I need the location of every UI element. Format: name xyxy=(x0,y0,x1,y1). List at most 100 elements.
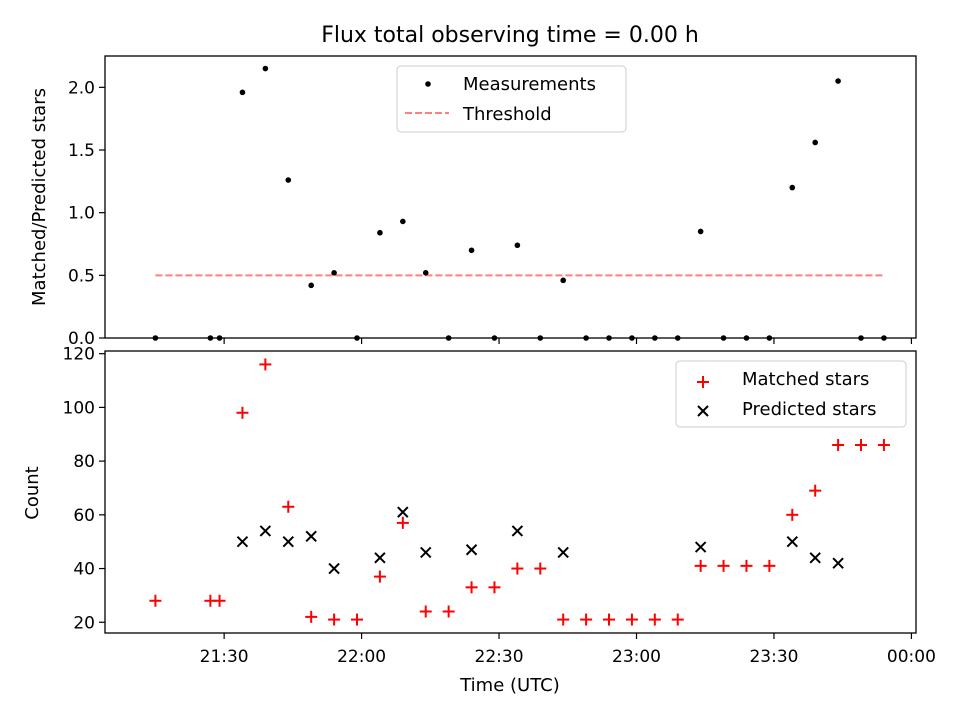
x-tick-label: 23:00 xyxy=(612,647,661,667)
x-tick-label: 00:00 xyxy=(887,647,936,667)
predicted-star-point xyxy=(328,562,340,575)
x-tick-label: 22:00 xyxy=(337,647,386,667)
x-tick-label: 23:30 xyxy=(749,647,798,667)
predicted-star-point xyxy=(236,535,249,548)
x-tick-label: 21:30 xyxy=(200,647,249,667)
predicted-star-point xyxy=(809,552,821,564)
measurement-point xyxy=(239,89,246,96)
predicted-star-point xyxy=(259,525,272,537)
legend-label-threshold: Threshold xyxy=(462,104,552,125)
matched-star-point xyxy=(305,610,318,623)
measurement-point xyxy=(835,78,841,84)
matched-star-point xyxy=(648,613,661,626)
measurement-point xyxy=(697,228,704,235)
predicted-star-point xyxy=(397,506,409,518)
top-y-tick-label: 0.5 xyxy=(68,266,95,286)
matched-star-point xyxy=(717,559,730,572)
bottom-x-ticks: 21:30 22:00 22:30 23:00 23:30 00:00 xyxy=(200,633,936,667)
bottom-y-tick-label: 120 xyxy=(63,345,95,365)
predicted-star-point xyxy=(465,544,478,556)
bottom-y-tick-label: 60 xyxy=(73,506,95,526)
legend-marker-matched xyxy=(697,376,709,388)
bottom-legend: Matched stars Predicted stars xyxy=(675,360,907,428)
top-y-tick-label: 1.0 xyxy=(68,204,95,224)
matched-star-point xyxy=(786,508,799,521)
top-legend-box xyxy=(396,65,627,133)
matched-star-point xyxy=(442,605,455,618)
bottom-axes-frame xyxy=(104,350,917,634)
bottom-y-ticks: 20 40 60 80 100 120 xyxy=(63,345,105,633)
matched-star-point xyxy=(809,484,822,497)
measurement-point xyxy=(789,184,796,191)
measurement-point xyxy=(308,282,314,289)
predicted-star-point xyxy=(786,535,798,548)
predicted-star-point xyxy=(282,535,294,548)
matched-star-point xyxy=(351,613,364,626)
bottom-plot-marks xyxy=(149,358,890,626)
matched-star-point xyxy=(328,613,341,626)
bottom-legend-box xyxy=(675,360,907,428)
measurement-point xyxy=(468,247,475,254)
top-y-tick-label: 0.0 xyxy=(68,329,95,349)
matched-star-point xyxy=(671,613,684,626)
matched-star-point xyxy=(213,594,226,607)
measurement-point xyxy=(331,270,337,276)
matched-star-point xyxy=(855,439,868,451)
bottom-y-tick-label: 20 xyxy=(73,613,95,633)
measurement-point xyxy=(285,177,292,183)
measurement-point xyxy=(560,277,566,284)
matched-star-point xyxy=(396,516,409,529)
matched-star-point xyxy=(511,562,524,575)
predicted-star-point xyxy=(511,525,524,537)
legend-marker-measurements xyxy=(425,81,431,87)
top-y-axis-label: Matched/Predicted stars xyxy=(29,88,50,306)
matched-star-point xyxy=(149,594,162,607)
top-y-tick-label: 1.5 xyxy=(68,141,95,161)
bottom-y-tick-label: 80 xyxy=(73,452,95,472)
measurement-point xyxy=(514,242,521,249)
measurement-point xyxy=(812,139,818,146)
matched-star-point xyxy=(419,605,432,618)
measurement-point xyxy=(422,270,429,276)
matched-star-point xyxy=(236,406,249,419)
matched-star-point xyxy=(877,439,890,451)
predicted-star-point xyxy=(694,541,707,553)
matched-star-point xyxy=(625,613,638,626)
top-y-ticks: 0.0 0.5 1.0 1.5 2.0 xyxy=(68,78,105,349)
matched-star-point xyxy=(488,581,501,594)
bottom-y-axis-label: Count xyxy=(22,466,43,519)
top-plot-marks xyxy=(152,65,887,341)
top-legend: Measurements Threshold xyxy=(396,65,627,133)
predicted-star-point xyxy=(557,546,569,559)
matched-star-point xyxy=(832,439,845,451)
matched-star-point xyxy=(465,581,478,594)
matched-star-point xyxy=(259,358,272,371)
matched-star-point xyxy=(534,562,547,575)
matched-star-point xyxy=(557,613,570,626)
measurement-point xyxy=(377,229,383,236)
x-tick-label: 22:30 xyxy=(475,647,524,667)
matched-star-point xyxy=(580,613,593,626)
top-axes-frame xyxy=(104,55,917,339)
legend-label-matched: Matched stars xyxy=(742,369,869,390)
chart-title: Flux total observing time = 0.00 h xyxy=(321,23,699,48)
matched-star-point xyxy=(694,559,707,572)
predicted-star-point xyxy=(305,530,317,543)
measurement-point xyxy=(400,218,406,225)
top-y-tick-label: 2.0 xyxy=(68,78,95,98)
predicted-star-point xyxy=(420,546,432,559)
predicted-star-point xyxy=(374,552,386,564)
top-x-ticks xyxy=(223,338,913,344)
bottom-axes: 20 40 60 80 100 120 21:30 22:00 22:30 23:00 23:30… xyxy=(22,345,936,696)
legend-marker-predicted xyxy=(697,405,709,417)
matched-star-point xyxy=(282,500,295,513)
top-axes: 0.00.51.01.52.0 Matched/Predicted stars … xyxy=(29,55,917,349)
legend-label-predicted: Predicted stars xyxy=(742,399,876,420)
legend-label-measurements: Measurements xyxy=(463,74,596,95)
matched-star-point xyxy=(603,613,616,626)
matched-star-point xyxy=(740,559,753,572)
matched-star-point xyxy=(763,559,776,572)
bottom-y-tick-label: 40 xyxy=(73,560,95,580)
x-axis-label: Time (UTC) xyxy=(459,675,560,696)
